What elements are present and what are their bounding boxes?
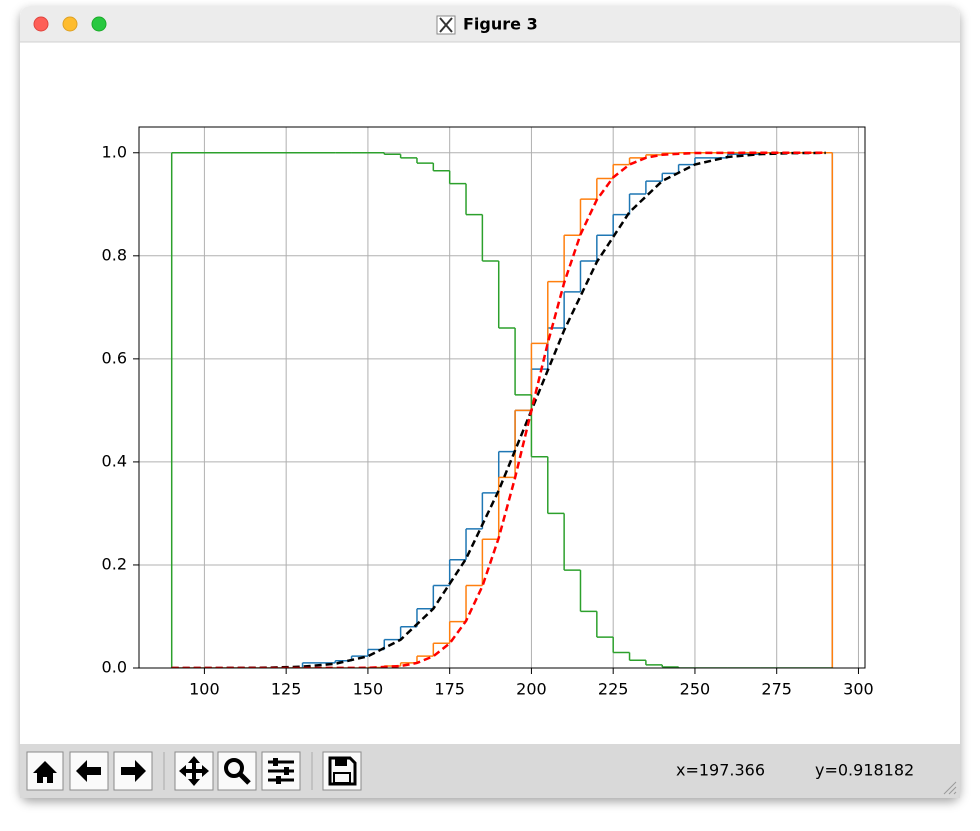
marks [170,151,834,668]
zoom-button[interactable] [91,16,107,32]
step-series [170,152,833,668]
window-frame [20,6,960,798]
home-button[interactable] [26,751,64,791]
y-tick-label: 0.0 [102,658,127,677]
x-tick-label: 100 [189,680,220,699]
plot-area: 100 125 150 175 200 225 250 275 300 0.0 0.2 0.4 0.6 0… [102,126,874,699]
x-tick-label: 125 [271,680,302,699]
forward-button[interactable] [113,751,153,791]
y-tick-label: 0.6 [102,348,127,367]
title-bar [20,6,960,42]
plot-frame [138,126,866,669]
y-tick-label: 1.0 [102,142,127,161]
x-tick-label: 175 [434,680,465,699]
x-tick-label: 200 [516,680,547,699]
status-x: x=197.366 [676,761,765,780]
fit-line [171,151,826,668]
x-tick-label: 250 [680,680,711,699]
x-icon [436,15,456,35]
y-tick-label: 0.4 [102,451,127,470]
minimize-button[interactable] [62,16,78,32]
status-y: y=0.918182 [815,761,914,780]
fit-line [171,151,826,668]
back-button[interactable] [69,751,109,791]
x-tick-label: 150 [353,680,384,699]
toolbar-buttons [26,751,362,791]
y-tick-label: 0.2 [102,554,127,573]
window-title: Figure 3 [463,15,538,34]
close-button[interactable] [33,16,49,32]
resize-grip [943,781,957,795]
x-tick-label: 225 [598,680,629,699]
pan-button[interactable] [174,751,214,791]
save-button[interactable] [322,751,362,791]
zoom-tool-button[interactable] [217,751,257,791]
y-tick-label: 0.8 [102,245,127,264]
x-tick-label: 300 [843,680,874,699]
x-tick-label: 275 [761,680,792,699]
configure-button[interactable] [261,751,301,791]
